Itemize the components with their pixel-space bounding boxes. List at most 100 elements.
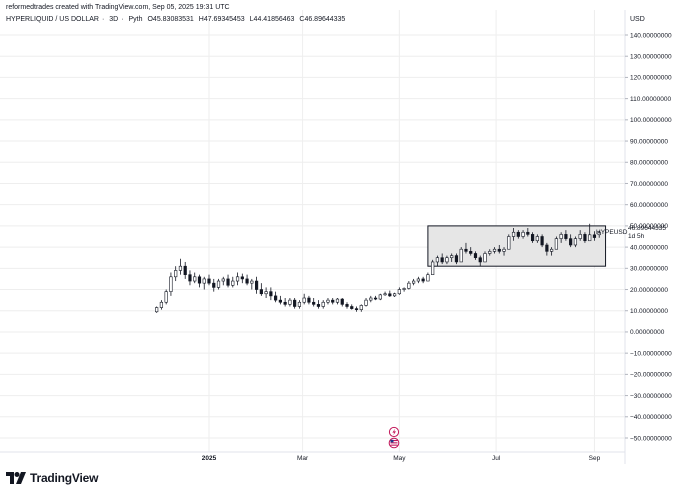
candle — [478, 255, 482, 267]
candle — [545, 242, 549, 256]
candle — [174, 266, 178, 282]
candle — [293, 298, 297, 309]
candle-body-up — [193, 276, 197, 282]
rectangle-annotation[interactable] — [427, 225, 607, 267]
candle — [488, 249, 492, 256]
candle — [397, 287, 401, 295]
candle-body-up — [521, 231, 525, 237]
candle — [521, 230, 525, 239]
candle-body-up — [435, 257, 440, 263]
candle-body-down — [516, 231, 520, 237]
time-tick-label: Jul — [492, 455, 501, 462]
candle — [340, 298, 344, 307]
candle-body-down — [592, 234, 597, 238]
price-tick-label: 50.00000000 — [630, 223, 668, 230]
candle — [583, 232, 587, 243]
price-tick-label: 60.00000000 — [630, 202, 668, 209]
candle-body-up — [359, 305, 363, 310]
interval-label[interactable]: 3D — [109, 16, 119, 23]
price-tick-label: −40.00000000 — [630, 414, 672, 421]
candle-body-up — [159, 301, 164, 308]
price-tick-label: 10.00000000 — [630, 308, 668, 315]
candle-body-up — [302, 297, 306, 303]
candle-body-up — [369, 297, 373, 301]
candle — [588, 223, 592, 242]
tradingview-logo[interactable]: TradingView — [6, 470, 98, 486]
candle — [383, 291, 387, 296]
lightning-event-icon[interactable] — [388, 426, 400, 438]
candle — [169, 272, 173, 296]
candle-body-up — [155, 307, 159, 313]
candle — [254, 276, 259, 294]
candle-body-up — [235, 276, 240, 282]
candle — [202, 276, 206, 290]
event-icons[interactable] — [388, 426, 400, 449]
candle — [321, 300, 325, 309]
candlestick-series — [155, 223, 601, 313]
candle — [421, 276, 425, 284]
candle — [269, 287, 273, 301]
candle-body-down — [331, 299, 335, 303]
candle — [345, 302, 349, 309]
candle — [183, 261, 187, 279]
candle — [240, 273, 244, 284]
candle — [159, 300, 164, 310]
us-flag-event-icon[interactable] — [388, 437, 400, 449]
candle-body-down — [473, 253, 478, 259]
range-box[interactable] — [427, 225, 607, 267]
candle-body-up — [407, 282, 411, 289]
time-axis[interactable]: 2025MarMayJulSepNov2026MarMayJul — [202, 455, 680, 462]
candle — [559, 232, 563, 243]
price-tag-countdown: 1d 5h — [628, 233, 645, 240]
candle — [335, 298, 340, 305]
tradingview-logo-icon — [6, 472, 26, 484]
candle — [530, 232, 535, 243]
candle — [473, 251, 478, 260]
candle — [554, 236, 558, 250]
candle-body-up — [383, 293, 387, 296]
candle-body-down — [278, 299, 282, 303]
candle-body-up — [492, 248, 497, 252]
candle-body-up — [416, 278, 420, 282]
candle-body-up — [164, 291, 168, 303]
candle — [511, 228, 516, 241]
candle-body-up — [597, 232, 601, 236]
candle — [388, 290, 392, 297]
candle-body-down — [188, 274, 192, 282]
candle-body-down — [197, 276, 202, 284]
price-tag-symbol: HYPEUSD — [596, 229, 628, 236]
candle — [502, 247, 506, 256]
candle-body-up — [559, 234, 563, 239]
currency-label[interactable]: USD — [630, 16, 645, 23]
candle-body-up — [426, 274, 430, 282]
price-tick-label: 120.00000000 — [630, 75, 672, 82]
candle — [573, 236, 578, 248]
price-axis[interactable]: 140.00000000 130.00000000 120.00000000 110.… — [625, 32, 672, 442]
candle — [278, 295, 282, 305]
candle — [507, 234, 511, 250]
candle-body-up — [502, 248, 506, 252]
candle-body-up — [321, 301, 325, 307]
candle-body-down — [569, 238, 573, 246]
candle — [283, 298, 287, 307]
candle — [259, 283, 263, 296]
candle-body-up — [488, 251, 492, 254]
symbol-info-line: HYPERLIQUID / US DOLLAR · 3D · Pyth O45.83… — [6, 16, 346, 23]
candle — [288, 298, 292, 307]
candle — [302, 293, 306, 305]
candle — [354, 306, 359, 312]
candle — [316, 300, 321, 309]
time-tick-label: Sep — [589, 455, 601, 462]
candle — [459, 247, 463, 263]
candle — [450, 253, 454, 262]
symbol-name[interactable]: HYPERLIQUID / US DOLLAR — [6, 16, 99, 23]
price-tick-label: 140.00000000 — [630, 32, 672, 39]
candle — [297, 300, 302, 309]
ohlc-low: L44.41856463 — [249, 16, 295, 23]
candle-body-up — [483, 253, 487, 263]
candle-body-down — [478, 257, 482, 263]
candle — [178, 258, 183, 275]
candle-body-up — [264, 291, 268, 295]
candle-body-down — [421, 278, 425, 282]
